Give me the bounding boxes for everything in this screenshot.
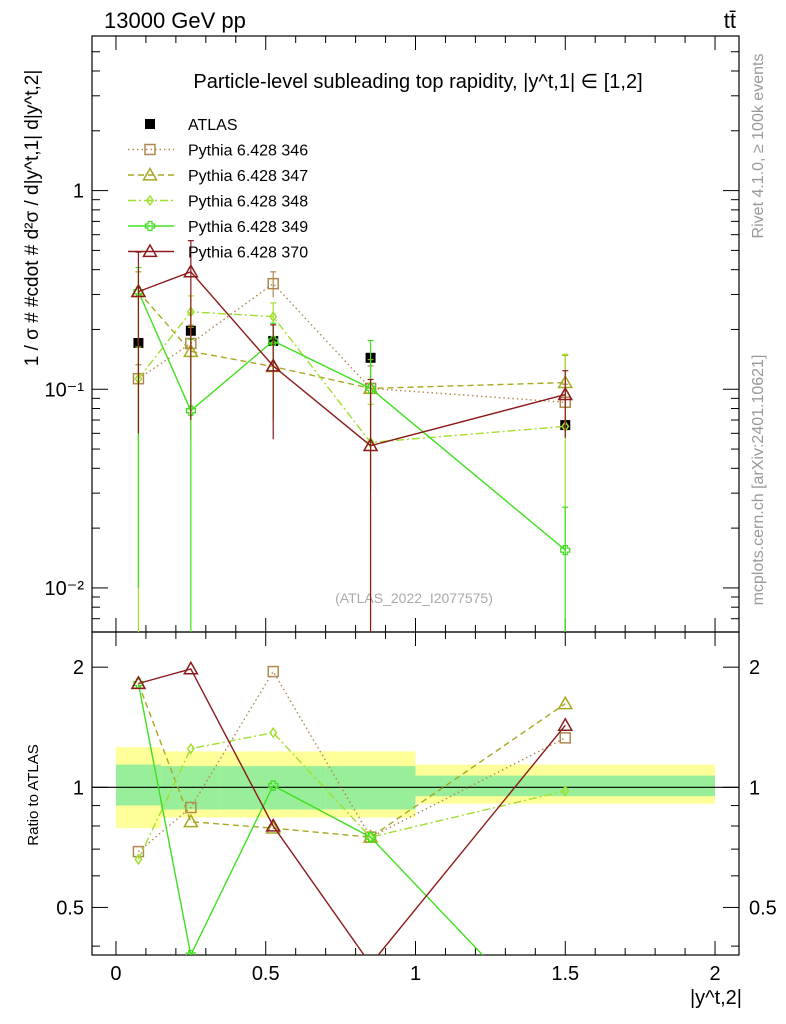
ratio-y-tick-label-right: 0.5 [749,897,777,919]
ratio-point [557,717,574,731]
top-series-line [137,291,566,551]
y-tick-label: 10⁻² [45,578,85,600]
ratio-point [269,726,278,739]
legend-entry: Pythia 6.428 347 [188,168,308,185]
top-series-4 [133,266,571,632]
ratio-point [130,675,147,690]
legend-marker [144,143,156,156]
legend-entry: Pythia 6.428 370 [188,245,308,262]
top-point [269,310,278,323]
rivet-label: Rivet 4.1.0, ≥ 100k events [750,54,767,239]
ratio-point [183,660,199,675]
header-right: tt̄ [724,8,736,33]
top-point [557,386,574,401]
top-series-1 [132,271,572,426]
legend-marker [142,243,158,258]
top-point [268,335,279,347]
top-point [362,437,379,452]
top-series-line [138,270,566,447]
top-point [185,405,196,416]
top-point [560,544,571,556]
ratio-point [559,732,572,744]
x-tick-label: 0 [110,963,121,985]
ratio-series-4 [130,660,574,969]
x-tick-label: 1 [410,963,421,985]
ratio-point [557,695,574,710]
ratio-point [183,813,199,828]
y-tick-label: 1 [73,181,84,203]
legend-entry: Pythia 6.428 349 [188,219,308,236]
top-series-line [137,291,566,390]
ratio-series-line [137,731,566,860]
ratio-point [134,853,143,866]
y-tick-label: 10⁻¹ [45,379,85,401]
y-axis-label-top: 1 / σ # #cdot # d²σ / d|y^t,1| d|y^t,2| [22,70,43,367]
x-axis-label: |y^t,2| [690,987,742,1009]
ratio-series-line [138,668,566,955]
ratio-point [365,832,376,843]
ratio-point [561,784,570,797]
top-series-0 [133,325,571,431]
ratio-series-line [137,683,566,838]
ratio-series-3 [133,678,484,955]
legend-marker [145,119,155,129]
ratio-series-line [137,670,566,853]
ratio-point [267,665,279,678]
ratio-series-line [137,683,484,955]
ratio-y-tick-label-right: 1 [749,777,760,799]
x-tick-label: 2 [709,963,720,985]
ratio-y-tick-label: 0.5 [56,897,84,919]
ratio-band-inner [115,764,161,806]
ratio-point [268,780,279,791]
ratio-point [265,820,282,834]
ratio-y-tick-label: 1 [73,777,84,799]
ratio-series-layer [130,660,574,969]
top-point [365,383,376,394]
ratio-y-tick-label: 2 [73,657,84,679]
watermark: (ATLAS_2022_I2077575) [335,590,493,606]
x-tick-label: 1.5 [551,963,579,985]
top-series-5 [130,240,574,632]
ratio-point [186,742,195,755]
ratio-y-tick-label-right: 2 [749,657,760,679]
legend-marker [142,166,158,181]
top-point [183,263,199,278]
top-point [265,357,282,372]
mcplots-label: mcplots.cern.ch [arXiv:2401.10621] [750,355,767,606]
legend-entry: ATLAS [188,117,238,134]
legend-marker [145,194,155,207]
legend-entry: Pythia 6.428 346 [188,143,308,160]
ratio-point [364,958,377,969]
ratio-point [265,817,282,832]
legend-marker [144,220,156,232]
y-axis-label-ratio: Ratio to ATLAS [25,744,42,845]
top-point [130,283,147,298]
top-point [267,277,279,290]
x-tick-label: 0.5 [252,963,280,985]
header-left: 13000 GeV pp [104,8,246,33]
top-series-layer [130,240,574,632]
ratio-point [185,949,196,955]
legend-entry: Pythia 6.428 348 [188,194,308,211]
ratio-point [132,845,145,858]
chart-title: Particle-level subleading top rapidity, … [193,71,642,93]
top-series-line [137,311,566,444]
